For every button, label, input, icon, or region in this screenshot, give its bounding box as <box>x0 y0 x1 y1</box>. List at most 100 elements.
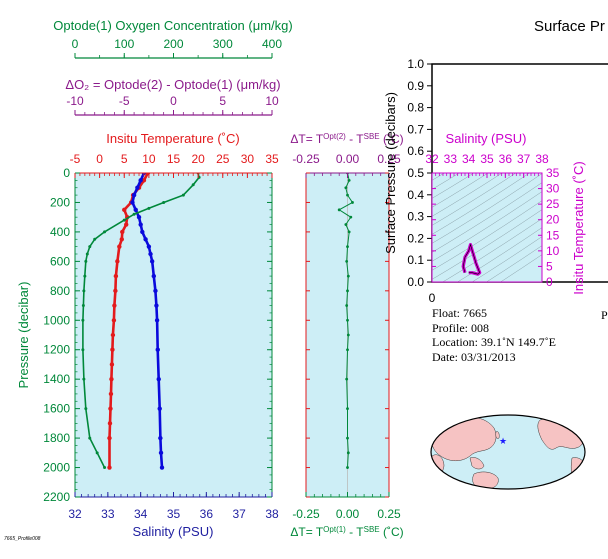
temperature-profile-point <box>111 318 117 323</box>
oxygen-profile-point <box>162 200 166 204</box>
ts-temperature-axis-label: Insitu Temperature (˚C) <box>571 161 586 294</box>
surface-pressure-x-label-partial: P <box>601 308 608 322</box>
land-japan <box>495 431 500 439</box>
float-id: Float: 7665 <box>432 306 488 320</box>
oxygen-profile-point <box>181 193 185 197</box>
delta-t-curve <box>337 173 354 469</box>
salinity-profile-point <box>151 273 156 279</box>
density-contour <box>412 70 562 165</box>
delta-t-top-axis-label: ΔT= TOpt(2) - TSBE (˚C) <box>290 132 403 147</box>
salinity-profile-point <box>159 465 165 470</box>
salinity-profile-point <box>154 303 159 308</box>
delta-t-point <box>344 223 348 226</box>
pressure-tick-label: 1400 <box>43 372 70 386</box>
oxygen-profile-point <box>81 348 85 352</box>
land-southeast-asia <box>469 457 485 470</box>
label-part: (˚C) <box>380 132 404 146</box>
oxygen-profile-point <box>103 466 107 470</box>
label-part: - T <box>346 132 364 146</box>
salinity-profile-point <box>135 185 140 190</box>
salinity-profile-point <box>133 207 138 213</box>
temperature-profile-point <box>120 229 125 235</box>
ts-salinity-tick-label: 32 <box>425 152 439 166</box>
temperature-tick-label: 5 <box>121 152 128 166</box>
surface-pressure-tick-label: 0.6 <box>407 144 424 158</box>
pressure-axis-ticks: 0 200 400 600 800 1000 1200 1400 1600 1800 2000 220… <box>43 166 272 504</box>
density-contour <box>432 173 530 235</box>
pressure-tick-label: 1200 <box>43 343 70 357</box>
footer-stamp: 7665_Profile008 <box>4 536 41 542</box>
surface-pressure-axis-label: Surface Pressure (decibars) <box>383 92 398 254</box>
salinity-profile-point <box>136 214 142 220</box>
density-contour <box>432 209 542 280</box>
oxygen-tick-label: 100 <box>114 37 134 51</box>
salinity-tick-label: 38 <box>265 507 279 521</box>
label-part: (˚C) <box>380 525 404 539</box>
pressure-tick-label: 2200 <box>43 490 70 504</box>
oxygen-profile-point <box>95 451 99 455</box>
ts-density-contours <box>412 70 562 282</box>
salinity-profile-point <box>154 318 160 323</box>
temperature-profile-point <box>108 406 113 411</box>
surface-pressure-tick-label: 0.9 <box>407 79 424 93</box>
delta-t-bottom-label-text: ΔT= TOpt(1) - TSBE (˚C) <box>290 525 403 540</box>
label-part: SBE <box>364 525 380 534</box>
delta-t-top-tick-label: 0.25 <box>377 152 401 166</box>
delta-t-point <box>346 193 349 197</box>
temperature-tick-label: 25 <box>216 152 230 166</box>
ts-temperature-tick-label: 5 <box>546 259 553 273</box>
delta-t-point <box>346 407 349 411</box>
salinity-profile-point <box>158 435 163 441</box>
delta-o2-scale: ΔO₂ = Optode(2) - Optode(1) (μm/kg) -10-… <box>65 77 281 116</box>
temperature-profile-point <box>107 435 112 441</box>
temperature-profile-point <box>109 362 115 367</box>
surface-pressure-tick-label: 0.5 <box>407 166 424 180</box>
ts-salinity-axis-label: Salinity (PSU) <box>446 131 527 146</box>
delta-t-point <box>346 436 349 440</box>
salinity-profile-point <box>138 178 143 183</box>
delta-t-bottom-tick-label: 0.25 <box>377 507 401 521</box>
ts-line-core <box>462 243 481 275</box>
delta-t-point <box>346 245 349 249</box>
oxygen-profile-point <box>132 212 136 216</box>
oxygen-axis-label: Optode(1) Oxygen Concentration (μm/kg) <box>53 18 292 33</box>
salinity-tick-label: 34 <box>134 507 148 521</box>
delta-o2-axis-label: ΔO₂ = Optode(2) - Optode(1) (μm/kg) <box>65 77 280 92</box>
ts-salinity-tick-label: 38 <box>535 152 549 166</box>
ts-temperature-tick-label: 25 <box>546 197 560 211</box>
oxygen-tick-label: 200 <box>163 37 183 51</box>
ts-curve <box>461 243 482 276</box>
delta-o2-tick-label: 10 <box>265 94 279 108</box>
temperature-axis-label: Insitu Temperature (˚C) <box>106 131 239 146</box>
salinity-axis-label: Salinity (PSU) <box>133 524 214 539</box>
salinity-profile-point <box>131 192 137 198</box>
label-part: ΔT= T <box>290 525 323 539</box>
delta-o2-axis-ticks: -10 -5 0 5 10 <box>66 94 279 115</box>
pressure-axis-label: Pressure (decibar) <box>16 282 31 389</box>
oxygen-profile-point <box>84 259 88 263</box>
delta-t-top-tick-label: 0.00 <box>336 152 360 166</box>
delta-t-bottom-axis-label: ΔT= TOpt(1) - TSBE (˚C) <box>290 525 403 540</box>
delta-t-point <box>346 348 349 352</box>
delta-o2-tick-label: -5 <box>119 94 130 108</box>
temperature-profile-point <box>110 332 116 338</box>
oxygen-scale: Optode(1) Oxygen Concentration (μm/kg) 0… <box>53 18 293 59</box>
land-south-america <box>570 457 585 489</box>
delta-t-point <box>337 208 341 212</box>
surface-pressure-x-tick: 0 <box>429 291 436 305</box>
ts-temperature-tick-label: 35 <box>546 166 560 180</box>
salinity-profile-point <box>153 288 158 294</box>
salinity-axis-ticks: 32 33 34 35 36 37 38 <box>68 492 279 521</box>
ts-temperature-tick-label: 20 <box>546 213 560 227</box>
salinity-profile-point <box>130 200 135 205</box>
salinity-profile-point <box>146 244 152 249</box>
delta-t-bottom-tick-label: 0.00 <box>336 507 360 521</box>
density-contour <box>432 173 489 208</box>
temperature-profile-point <box>124 222 129 227</box>
oxygen-tick-label: 0 <box>72 37 79 51</box>
surface-pressure-tick-label: 0.0 <box>407 275 424 289</box>
label-part: SBE <box>364 132 380 141</box>
delta-t-point <box>351 201 354 204</box>
density-contour <box>432 182 542 253</box>
